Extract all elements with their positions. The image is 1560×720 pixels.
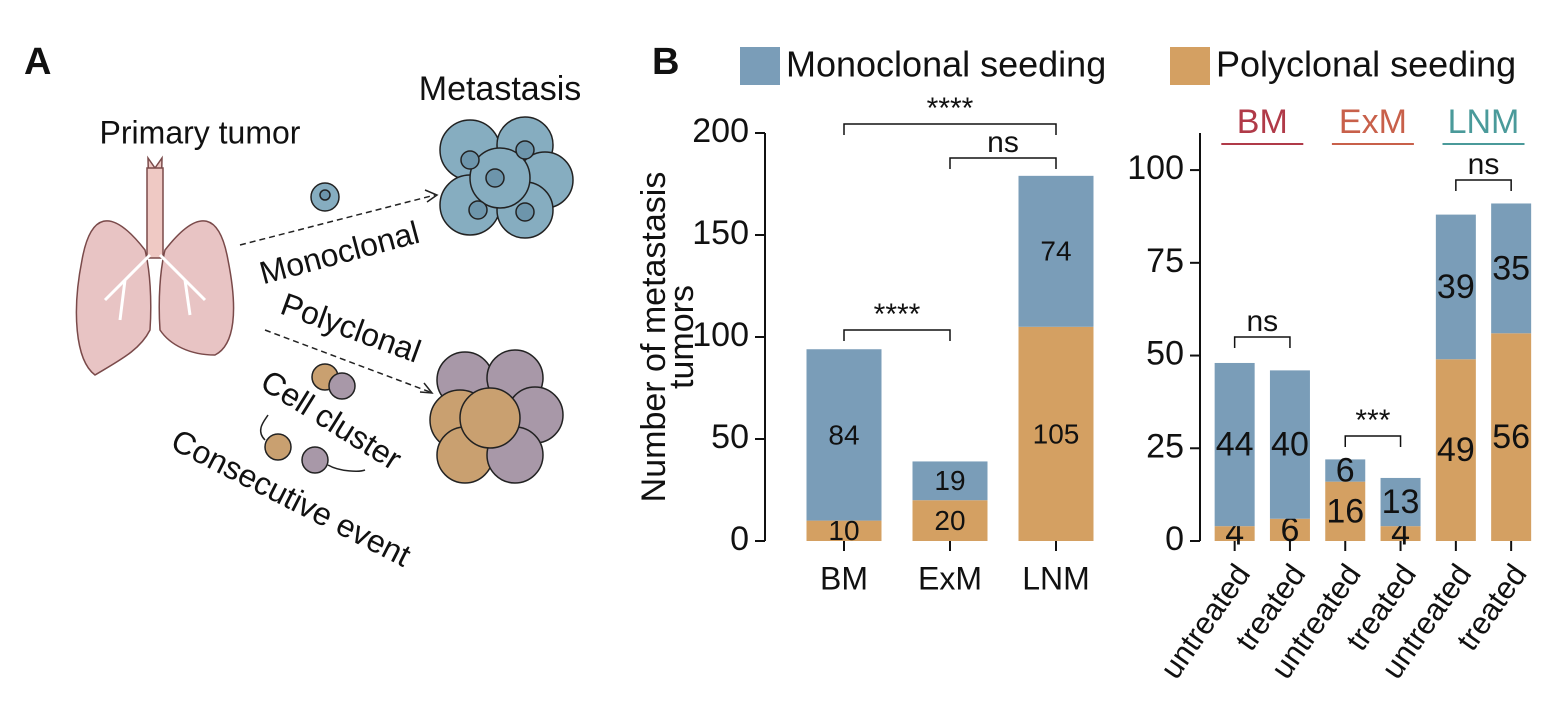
y-tick-label: 100 bbox=[1127, 149, 1184, 187]
bar-segment bbox=[1269, 518, 1310, 541]
y-tick-label: 25 bbox=[1146, 427, 1184, 465]
panel-label: B bbox=[652, 41, 679, 83]
x-tick-label: BM bbox=[820, 560, 868, 596]
y-tick-label: 75 bbox=[1146, 242, 1184, 280]
legend-label: Monoclonal seeding bbox=[786, 44, 1106, 85]
x-tick-label: ExM bbox=[918, 560, 982, 596]
y-tick-label: 0 bbox=[1165, 520, 1184, 558]
bar-segment bbox=[1491, 333, 1532, 541]
bar-segment bbox=[1380, 526, 1421, 541]
arrows bbox=[239, 194, 436, 393]
bar-segment bbox=[1018, 175, 1094, 327]
significance-label: **** bbox=[874, 298, 921, 331]
significance-bracket bbox=[843, 329, 951, 341]
bar-segment bbox=[806, 520, 882, 541]
bar-segment bbox=[1491, 203, 1532, 334]
group-label: BM bbox=[1237, 103, 1288, 141]
bar-segment bbox=[1435, 359, 1476, 541]
data-label: 16 bbox=[1326, 492, 1364, 530]
legend-swatch bbox=[740, 47, 780, 85]
monoclonal-cells bbox=[310, 116, 574, 239]
significance-bracket bbox=[1455, 179, 1512, 191]
panel-label: A bbox=[24, 41, 51, 83]
legend-swatch bbox=[1170, 47, 1210, 85]
significance-bracket bbox=[1233, 336, 1291, 348]
bar-segment bbox=[1325, 459, 1366, 482]
bar-segment bbox=[1018, 326, 1094, 541]
data-label: 39 bbox=[1437, 268, 1475, 306]
bar-segment bbox=[912, 500, 988, 541]
data-label: 105 bbox=[1033, 418, 1080, 449]
y-axis-title: Number of metastasis bbox=[635, 172, 673, 503]
x-tick-label: LNM bbox=[1022, 560, 1090, 596]
data-label: 84 bbox=[828, 419, 859, 450]
lungs bbox=[75, 155, 235, 376]
label: Metastasis bbox=[419, 70, 582, 108]
legend-label: Polyclonal seeding bbox=[1216, 44, 1516, 85]
data-label: 19 bbox=[934, 465, 965, 496]
data-label: 44 bbox=[1216, 426, 1254, 464]
data-label: 6 bbox=[1280, 511, 1299, 549]
bar-segment bbox=[1214, 526, 1255, 541]
bar-segment bbox=[1325, 481, 1366, 541]
data-label: 35 bbox=[1492, 249, 1530, 287]
data-label: 56 bbox=[1492, 418, 1530, 456]
data-label: 13 bbox=[1382, 483, 1420, 521]
data-label: 20 bbox=[934, 505, 965, 536]
significance-label: *** bbox=[1355, 404, 1390, 437]
bar-segment bbox=[912, 461, 988, 501]
group-label: LNM bbox=[1448, 103, 1520, 141]
significance-bracket bbox=[843, 123, 1057, 135]
significance-bracket bbox=[949, 157, 1057, 169]
data-label: 6 bbox=[1336, 452, 1355, 490]
y-tick-label: 0 bbox=[730, 520, 749, 558]
arrowheads bbox=[419, 189, 439, 394]
data-label: 49 bbox=[1437, 431, 1475, 469]
bar-segment bbox=[1269, 370, 1310, 519]
significance-label: ns bbox=[1246, 305, 1278, 338]
label: Monoclonal bbox=[256, 214, 423, 291]
polyclonal-cells bbox=[260, 349, 564, 484]
y-axis-title: tumors bbox=[663, 285, 701, 389]
label: Primary tumor bbox=[100, 114, 301, 150]
y-tick-label: 100 bbox=[692, 316, 749, 354]
group-label: ExM bbox=[1339, 103, 1407, 141]
y-tick-label: 200 bbox=[692, 112, 749, 150]
significance-label: ns bbox=[1468, 148, 1500, 181]
significance-label: ns bbox=[987, 126, 1019, 159]
bar-segment bbox=[806, 349, 882, 521]
significance-label: **** bbox=[927, 92, 974, 125]
label: Polyclonal bbox=[276, 286, 425, 370]
data-label: 40 bbox=[1271, 426, 1309, 464]
y-tick-label: 50 bbox=[711, 418, 749, 456]
bar-segment bbox=[1435, 214, 1476, 360]
significance-bracket bbox=[1344, 435, 1402, 447]
y-tick-label: 50 bbox=[1146, 335, 1184, 373]
bar-segment bbox=[1214, 362, 1255, 527]
y-tick-label: 150 bbox=[692, 214, 749, 252]
data-label: 74 bbox=[1040, 236, 1071, 267]
bar-segment bbox=[1380, 477, 1421, 527]
